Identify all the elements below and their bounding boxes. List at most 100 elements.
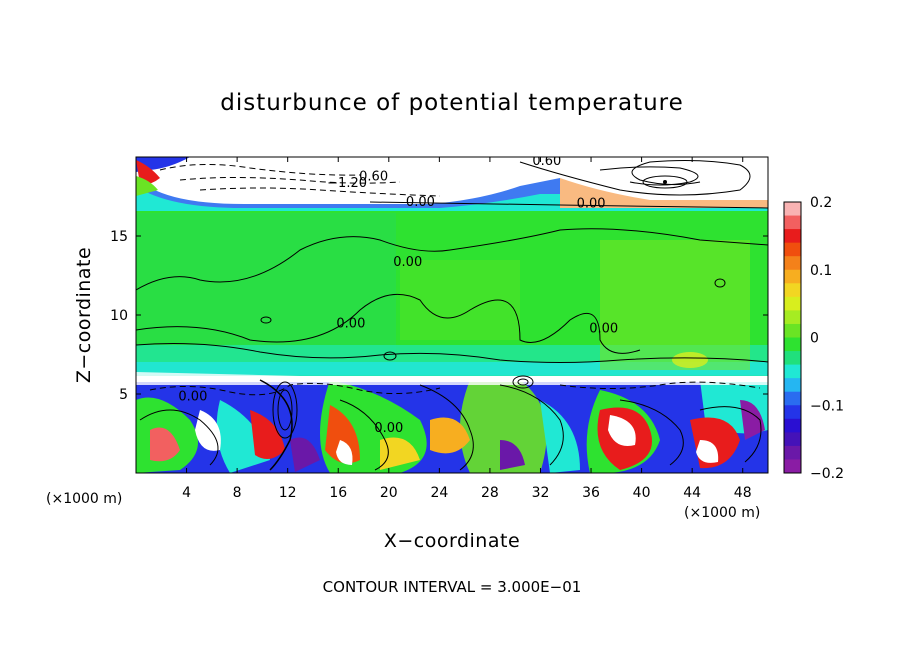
colorbar-tick-label: 0 — [810, 331, 819, 347]
field-mid-lime-patch — [600, 240, 750, 370]
contour-label: 0.00 — [374, 421, 403, 436]
x-tick-label: 36 — [582, 485, 600, 501]
x-tick-label: 4 — [182, 485, 191, 501]
colorbar-swatch — [784, 391, 801, 406]
contour-label: 0.00 — [406, 195, 435, 210]
contour-line-low-4 — [259, 379, 293, 471]
colorbar-swatch — [784, 418, 801, 433]
colorbar-swatch — [784, 351, 801, 366]
contour-label: 0.00 — [336, 317, 365, 332]
field-lower-red-1 — [250, 410, 285, 459]
colorbar-swatch — [784, 269, 801, 284]
colorbar-swatch — [784, 323, 801, 338]
x-tick-label: 12 — [279, 485, 297, 501]
field-top-divider-2 — [136, 211, 768, 213]
colorbar-ticks: 0.2 0.1 0 −0.1 −0.2 — [810, 195, 844, 482]
contour-ring-mid-2 — [714, 278, 726, 288]
x-tick-label: 28 — [481, 485, 499, 501]
x-tick-label: 44 — [683, 485, 701, 501]
contour-line-low-7 — [499, 384, 564, 466]
x-tick-label: 40 — [633, 485, 651, 501]
contour-line-top-5 — [199, 187, 441, 197]
contour-ring-mid-3 — [383, 351, 397, 361]
colorbar-tick-label: 0.1 — [810, 263, 832, 279]
contour-line-low-2 — [559, 381, 761, 389]
contour-labels: 0.000.00 0.000.000.000.00 0.000.60−1.200.6… — [178, 157, 618, 436]
x-tick-label: 8 — [233, 485, 242, 501]
contour-ring-mid-1 — [260, 316, 272, 324]
contour-line-top-4 — [179, 177, 401, 184]
contour-label: −1.20 — [327, 176, 367, 191]
colorbar — [783, 201, 802, 474]
x-axis-unit: (×1000 m) — [684, 505, 760, 521]
field-lower-strip — [136, 372, 768, 385]
y-axis-unit: (×1000 m) — [46, 491, 122, 507]
plot-area: 0.000.00 0.000.000.000.00 0.000.60−1.200.6… — [136, 157, 768, 473]
colorbar-tick-label: 0.2 — [810, 195, 832, 211]
field-lower-orange-1 — [430, 417, 470, 454]
chart-title: disturbunce of potential temperature — [220, 90, 684, 116]
colorbar-tick-label: −0.1 — [810, 398, 844, 414]
x-tick-label: 20 — [380, 485, 398, 501]
colorbar-swatch — [784, 432, 801, 447]
colorbar-swatch — [784, 242, 801, 257]
colorbar-swatch — [784, 202, 801, 217]
field-lower-white-1 — [195, 410, 221, 451]
field-lower-red-2 — [325, 405, 360, 464]
contour-label: 0.00 — [178, 389, 207, 404]
contour-label: 0.00 — [589, 321, 618, 336]
contour-ring-top — [642, 175, 688, 189]
y-axis-label: Z−coordinate — [73, 247, 95, 383]
x-tick-label: 16 — [329, 485, 347, 501]
field-lower-purple-2 — [500, 440, 525, 470]
field-top-red-right — [560, 178, 768, 210]
colorbar-swatch — [784, 445, 801, 460]
contour-line-low-9 — [699, 406, 762, 463]
contour-line-top-6 — [369, 201, 768, 209]
colorbar-swatch — [784, 215, 801, 230]
contour-label: 0.00 — [577, 197, 606, 212]
contour-line-top-3 — [159, 163, 361, 176]
contour-ring-low-4 — [517, 378, 529, 386]
field-mid-yellow-spot — [672, 352, 708, 368]
contour-ring-low-1 — [272, 381, 298, 439]
y-tick-label: 5 — [119, 387, 128, 403]
field-lower-yellow-1 — [380, 437, 420, 470]
field-lower-cyan-2 — [540, 400, 580, 473]
contour-label: 0.60 — [359, 170, 388, 185]
colorbar-swatch — [784, 283, 801, 298]
colorbar-tick-label: −0.2 — [810, 466, 844, 482]
contour-line-low-6 — [619, 399, 684, 466]
contour-line-low-8 — [339, 399, 389, 471]
field-lower-white-2 — [608, 415, 636, 446]
colorbar-swatch — [784, 229, 801, 244]
contour-line-low-5 — [419, 384, 474, 471]
contour-center-dot — [663, 180, 667, 184]
x-tick-label: 32 — [532, 485, 550, 501]
contour-label: 0.00 — [393, 255, 422, 270]
colorbar-swatch — [784, 459, 801, 474]
field-lower-white-4 — [336, 440, 353, 465]
colorbar-frame — [783, 201, 802, 474]
colorbar-swatch — [784, 296, 801, 311]
contour-line-mid-2 — [136, 293, 641, 354]
contour-line-top-1 — [519, 160, 751, 196]
colorbar-swatch — [784, 256, 801, 271]
contour-line-mid-1 — [136, 228, 768, 291]
field-top-divider — [136, 208, 768, 212]
x-tick-label: 24 — [430, 485, 448, 501]
colorbar-swatch — [784, 310, 801, 325]
y-tick-label: 15 — [110, 229, 128, 245]
x-axis-ticks: 4 8 12 16 20 24 28 32 36 40 44 48 — [182, 157, 752, 501]
x-axis-label: X−coordinate — [384, 530, 520, 552]
field-lower-white-3 — [696, 440, 719, 463]
contour-ring-low-3 — [512, 375, 534, 389]
contour-ring-low-2 — [277, 389, 293, 431]
field-lower-red-5 — [150, 427, 180, 462]
contour-line-low-3 — [139, 409, 219, 466]
field-lower-purple-1 — [290, 437, 320, 472]
colorbar-swatch — [784, 405, 801, 420]
colorbar-swatch — [784, 364, 801, 379]
contour-line-mid-3 — [136, 343, 768, 363]
